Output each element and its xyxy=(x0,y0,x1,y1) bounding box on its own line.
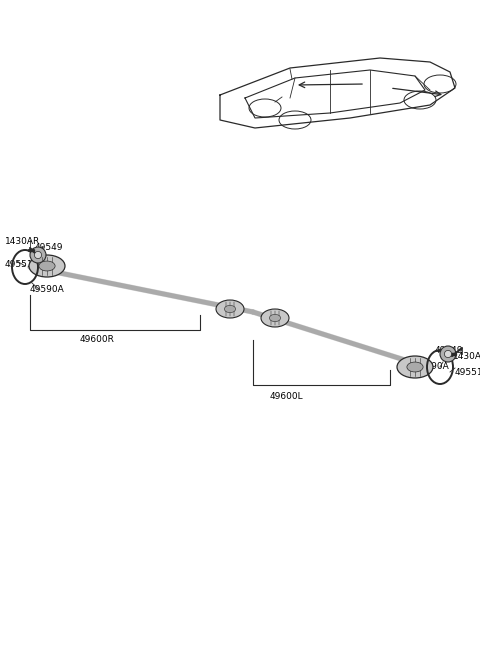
Text: 49549: 49549 xyxy=(435,346,464,355)
Ellipse shape xyxy=(225,306,236,313)
Ellipse shape xyxy=(269,314,281,321)
Ellipse shape xyxy=(397,356,433,378)
Ellipse shape xyxy=(30,247,46,263)
Text: 1430AR: 1430AR xyxy=(5,237,40,246)
Text: 49600L: 49600L xyxy=(270,392,304,401)
Text: 49600R: 49600R xyxy=(80,335,115,344)
Text: 1430AR: 1430AR xyxy=(453,352,480,361)
Ellipse shape xyxy=(444,350,452,358)
Ellipse shape xyxy=(407,362,423,372)
Ellipse shape xyxy=(216,300,244,318)
Ellipse shape xyxy=(29,255,65,277)
Ellipse shape xyxy=(35,251,42,258)
Text: 49590A: 49590A xyxy=(415,362,450,371)
Ellipse shape xyxy=(440,346,456,362)
Text: 49551: 49551 xyxy=(455,368,480,377)
Text: 49590A: 49590A xyxy=(30,285,65,294)
Text: 49551: 49551 xyxy=(5,260,34,269)
Text: 49549: 49549 xyxy=(35,243,63,252)
Ellipse shape xyxy=(39,261,55,271)
Ellipse shape xyxy=(261,309,289,327)
